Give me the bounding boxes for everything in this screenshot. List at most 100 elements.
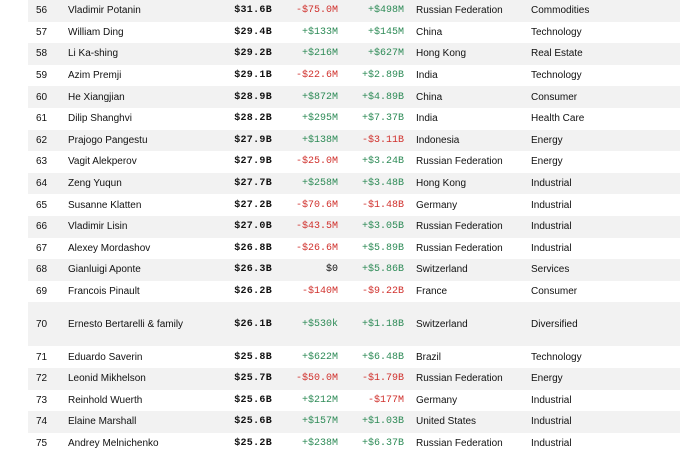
table-row[interactable]: 59 Azim Premji $29.1B -$22.6M +$2.89B India Te… bbox=[28, 65, 680, 87]
table-row[interactable]: 63 Vagit Alekperov $27.9B -$25.0M +$3.24B Rus… bbox=[28, 151, 680, 173]
last-change-cell: -$75.0M bbox=[295, 5, 338, 17]
last-change-cell: +$212M bbox=[301, 394, 338, 406]
name-link[interactable]: Elaine Marshall bbox=[68, 416, 137, 428]
table-row[interactable]: 56 Vladimir Potanin $31.6B -$75.0M +$498M Rus… bbox=[28, 0, 680, 22]
net-worth-cell: $31.6B bbox=[234, 5, 272, 17]
last-change-cell: +$216M bbox=[301, 48, 338, 60]
name-link[interactable]: Li Ka-shing bbox=[68, 48, 119, 60]
ytd-change-cell: -$3.11B bbox=[361, 134, 404, 146]
industry-cell: Industrial bbox=[531, 221, 572, 233]
industry-cell: Consumer bbox=[531, 91, 578, 103]
country-cell: Brazil bbox=[416, 351, 442, 363]
last-change-cell: +$530k bbox=[301, 318, 338, 330]
name-link[interactable]: Reinhold Wuerth bbox=[68, 394, 143, 406]
table-row[interactable]: 68 Gianluigi Aponte $26.3B $0 +$5.86B Switzer… bbox=[28, 259, 680, 281]
last-change-cell: +$872M bbox=[301, 91, 338, 103]
country-cell: Germany bbox=[416, 199, 458, 211]
table-row[interactable]: 57 William Ding $29.4B +$133M +$145M China Tec… bbox=[28, 22, 680, 44]
table-row[interactable]: 72 Leonid Mikhelson $25.7B -$50.0M -$1.79B Ru… bbox=[28, 367, 680, 390]
name-link[interactable]: Prajogo Pangestu bbox=[68, 134, 148, 146]
table-row[interactable]: 74 Elaine Marshall $25.6B +$157M +$1.03B Unit… bbox=[28, 411, 680, 433]
name-link[interactable]: Vladimir Lisin bbox=[68, 221, 128, 233]
net-worth-cell: $26.1B bbox=[234, 318, 272, 330]
name-link[interactable]: Vagit Alekperov bbox=[68, 156, 137, 168]
name-link[interactable]: He Xiangjian bbox=[68, 91, 125, 103]
rank-cell: 60 bbox=[36, 91, 48, 103]
net-worth-cell: $27.7B bbox=[234, 178, 272, 190]
country-cell: Russian Federation bbox=[416, 373, 503, 385]
net-worth-cell: $29.1B bbox=[234, 70, 272, 82]
table-row[interactable]: 60 He Xiangjian $28.9B +$872M +$4.89B China Co… bbox=[28, 86, 680, 108]
table-row[interactable]: 69 Francois Pinault $26.2B -$140M -$9.22B Fra… bbox=[28, 281, 680, 303]
ytd-change-cell: -$1.48B bbox=[361, 199, 404, 211]
country-cell: Indonesia bbox=[416, 134, 460, 146]
industry-cell: Technology bbox=[531, 70, 582, 82]
net-worth-cell: $28.9B bbox=[234, 91, 272, 103]
net-worth-cell: $27.2B bbox=[234, 199, 272, 211]
table-row[interactable]: 64 Zeng Yuqun $27.7B +$258M +$3.48B Hong Kong… bbox=[28, 172, 680, 195]
industry-cell: Technology bbox=[531, 26, 582, 38]
country-cell: India bbox=[416, 70, 438, 82]
billionaires-table: 56 Vladimir Potanin $31.6B -$75.0M +$498M Rus… bbox=[28, 0, 680, 454]
rank-cell: 67 bbox=[36, 242, 48, 254]
table-row[interactable]: 61 Dilip Shanghvi $28.2B +$295M +$7.37B India… bbox=[28, 108, 680, 130]
industry-cell: Energy bbox=[531, 373, 563, 385]
last-change-cell: -$22.6M bbox=[295, 70, 338, 82]
industry-cell: Consumer bbox=[531, 286, 578, 298]
industry-cell: Diversified bbox=[531, 318, 578, 330]
rank-cell: 69 bbox=[36, 286, 48, 298]
name-link[interactable]: Leonid Mikhelson bbox=[68, 373, 146, 385]
table-row[interactable]: 66 Vladimir Lisin $27.0B -$43.5M +$3.05B Russ… bbox=[28, 215, 680, 238]
table-row[interactable]: 65 Susanne Klatten $27.2B -$70.6M -$1.48B Ger… bbox=[28, 194, 680, 216]
net-worth-cell: $25.6B bbox=[234, 416, 272, 428]
last-change-cell: +$238M bbox=[301, 437, 338, 449]
ytd-change-cell: +$6.48B bbox=[361, 351, 404, 363]
name-link[interactable]: Ernesto Bertarelli & family bbox=[68, 318, 184, 330]
net-worth-cell: $27.0B bbox=[234, 221, 272, 233]
net-worth-cell: $29.4B bbox=[234, 26, 272, 38]
name-link[interactable]: Dilip Shanghvi bbox=[68, 113, 132, 125]
industry-cell: Services bbox=[531, 264, 570, 276]
name-link[interactable]: Eduardo Saverin bbox=[68, 351, 143, 363]
name-link[interactable]: Francois Pinault bbox=[68, 286, 140, 298]
industry-cell: Industrial bbox=[531, 416, 572, 428]
table-row[interactable]: 70 Ernesto Bertarelli & family $26.1B +$530… bbox=[28, 302, 680, 347]
table-row[interactable]: 67 Alexey Mordashov $26.8B -$26.6M +$5.89B Ru… bbox=[28, 238, 680, 260]
table-row[interactable]: 62 Prajogo Pangestu $27.9B +$138M -$3.11B Ind… bbox=[28, 129, 680, 152]
table-row[interactable]: 75 Andrey Melnichenko $25.2B +$238M +$6.37B R… bbox=[28, 433, 680, 454]
rank-cell: 63 bbox=[36, 156, 48, 168]
name-link[interactable]: Azim Premji bbox=[68, 70, 122, 82]
rank-cell: 59 bbox=[36, 70, 48, 82]
country-cell: Hong Kong bbox=[416, 48, 467, 60]
industry-cell: Energy bbox=[531, 156, 563, 168]
country-cell: India bbox=[416, 113, 438, 125]
last-change-cell: -$26.6M bbox=[295, 242, 338, 254]
ytd-change-cell: +$498M bbox=[367, 5, 404, 17]
table-row[interactable]: 58 Li Ka-shing $29.2B +$216M +$627M Hong Kong… bbox=[28, 43, 680, 65]
name-link[interactable]: Vladimir Potanin bbox=[68, 5, 141, 17]
ytd-change-cell: -$1.79B bbox=[361, 373, 404, 385]
net-worth-cell: $26.3B bbox=[234, 264, 272, 276]
name-link[interactable]: Alexey Mordashov bbox=[68, 242, 151, 254]
net-worth-cell: $29.2B bbox=[234, 48, 272, 60]
rank-cell: 62 bbox=[36, 134, 48, 146]
name-link[interactable]: William Ding bbox=[68, 26, 124, 38]
rank-cell: 58 bbox=[36, 48, 48, 60]
country-cell: China bbox=[416, 26, 443, 38]
ytd-change-cell: +$3.05B bbox=[361, 221, 404, 233]
ytd-change-cell: +$7.37B bbox=[361, 113, 404, 125]
ytd-change-cell: +$4.89B bbox=[361, 91, 404, 103]
country-cell: Russian Federation bbox=[416, 156, 503, 168]
name-link[interactable]: Susanne Klatten bbox=[68, 199, 142, 211]
table-row[interactable]: 71 Eduardo Saverin $25.8B +$622M +$6.48B Braz… bbox=[28, 346, 680, 368]
rank-cell: 61 bbox=[36, 113, 48, 125]
last-change-cell: -$25.0M bbox=[295, 156, 338, 168]
net-worth-cell: $25.7B bbox=[234, 373, 272, 385]
name-link[interactable]: Andrey Melnichenko bbox=[68, 437, 159, 449]
rank-cell: 68 bbox=[36, 264, 48, 276]
rank-cell: 57 bbox=[36, 26, 48, 38]
table-row[interactable]: 73 Reinhold Wuerth $25.6B +$212M -$177M Germa… bbox=[28, 390, 680, 412]
name-link[interactable]: Zeng Yuqun bbox=[68, 178, 122, 190]
name-link[interactable]: Gianluigi Aponte bbox=[68, 264, 141, 276]
industry-cell: Industrial bbox=[531, 199, 572, 211]
